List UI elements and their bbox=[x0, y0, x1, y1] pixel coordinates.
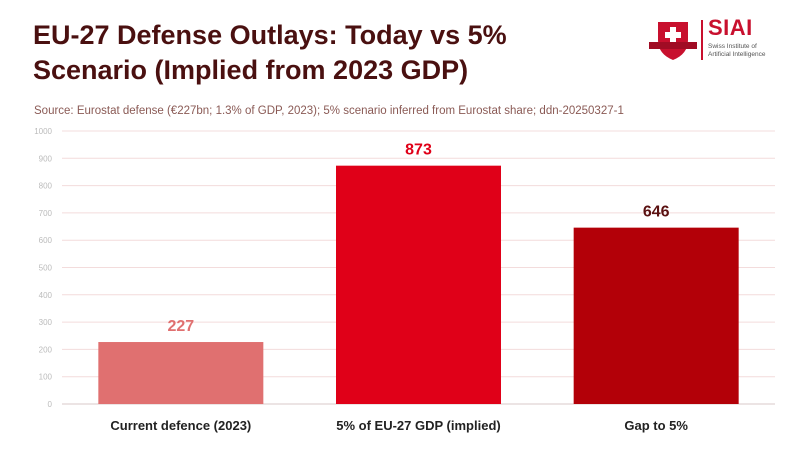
bar bbox=[573, 227, 739, 404]
source-note: Source: Eurostat defense (€227bn; 1.3% o… bbox=[34, 105, 624, 117]
y-tick-label: 1000 bbox=[34, 127, 52, 136]
logo-name: SIAI bbox=[708, 15, 753, 40]
y-tick-label: 600 bbox=[39, 236, 53, 245]
y-axis: 0 100 200 300 400 500 600 700 800 900 1000 bbox=[34, 127, 52, 409]
x-category-label: 5% of EU-27 GDP (implied) bbox=[336, 418, 500, 433]
y-tick-label: 300 bbox=[39, 318, 53, 327]
bar-value-label: 873 bbox=[405, 142, 432, 159]
logo-subtitle-line-2: Artificial Intelligence bbox=[708, 51, 766, 58]
swiss-shield-icon bbox=[649, 22, 697, 60]
logo-divider bbox=[701, 20, 703, 60]
bar bbox=[98, 342, 264, 404]
siai-logo: SIAI Swiss Institute of Artificial Intel… bbox=[648, 15, 776, 66]
logo-subtitle-line-1: Swiss Institute of bbox=[708, 43, 757, 50]
y-tick-label: 700 bbox=[39, 209, 53, 218]
value-labels: 227 873 646 bbox=[167, 142, 669, 335]
y-tick-label: 200 bbox=[39, 345, 53, 354]
chart-title: EU-27 Defense Outlays: Today vs 5% Scena… bbox=[33, 18, 613, 88]
x-category-label: Current defence (2023) bbox=[110, 418, 251, 433]
y-tick-label: 100 bbox=[39, 373, 53, 382]
bar-value-label: 227 bbox=[167, 318, 194, 335]
y-tick-label: 0 bbox=[48, 400, 53, 409]
chart-title-line-1: EU-27 Defense Outlays: Today vs 5% bbox=[33, 20, 507, 50]
y-tick-label: 900 bbox=[39, 154, 53, 163]
bar-value-label: 646 bbox=[643, 204, 670, 221]
y-tick-label: 800 bbox=[39, 182, 53, 191]
y-tick-label: 400 bbox=[39, 291, 53, 300]
y-tick-label: 500 bbox=[39, 264, 53, 273]
bar bbox=[336, 165, 501, 404]
x-axis: Current defence (2023) 5% of EU-27 GDP (i… bbox=[110, 418, 688, 433]
chart-title-line-2: Scenario (Implied from 2023 GDP) bbox=[33, 55, 469, 85]
bars bbox=[98, 165, 739, 404]
x-category-label: Gap to 5% bbox=[624, 418, 688, 433]
